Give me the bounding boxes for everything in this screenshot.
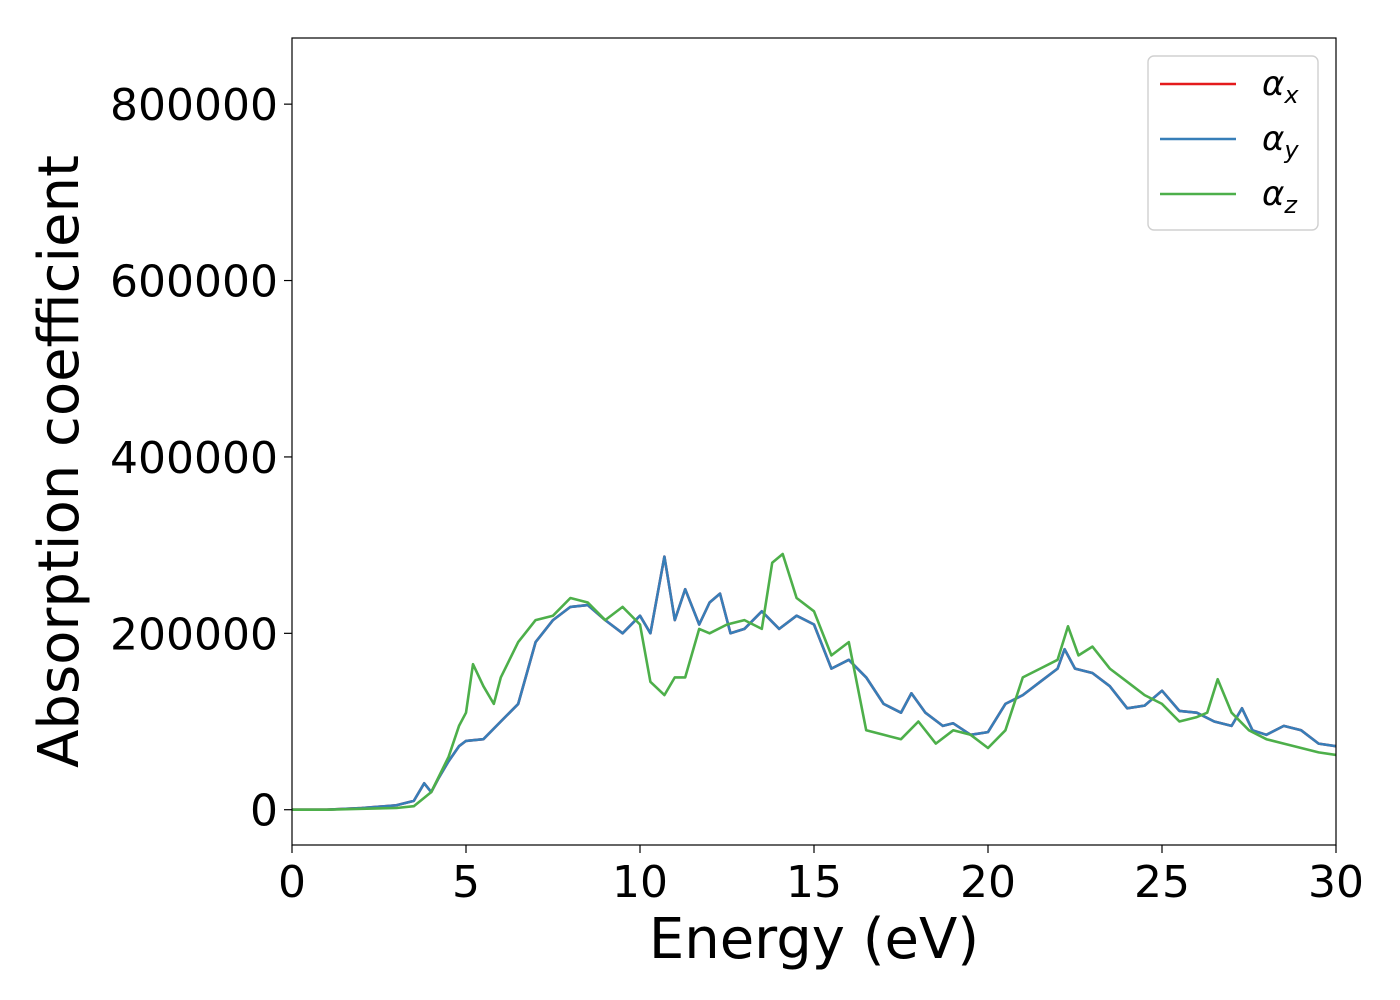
legend-label-z: αz xyxy=(1262,174,1298,219)
series-layer xyxy=(292,552,1336,811)
x-tick-label: 20 xyxy=(960,857,1016,908)
y-tick-label: 400000 xyxy=(110,433,278,484)
x-tick-label: 10 xyxy=(612,857,668,908)
x-tick-label: 5 xyxy=(452,857,480,908)
legend: αx αy αz xyxy=(1147,55,1319,231)
y-tick-label: 200000 xyxy=(110,609,278,660)
x-tick-label: 15 xyxy=(786,857,842,908)
y-axis-label: Absorption coefficient xyxy=(27,155,92,768)
series-line-x xyxy=(292,555,1336,811)
y-tick-label: 800000 xyxy=(110,80,278,131)
legend-label-x: αx xyxy=(1262,64,1299,109)
y-tick-label: 0 xyxy=(250,786,278,837)
series-line-z xyxy=(292,552,1336,811)
x-tick-label: 0 xyxy=(278,857,306,908)
x-axis-ticks: 0 5 10 15 20 25 30 xyxy=(278,845,1364,908)
x-tick-label: 30 xyxy=(1308,857,1364,908)
series-line-y xyxy=(292,555,1336,811)
legend-box xyxy=(1147,55,1319,231)
y-tick-label: 600000 xyxy=(110,257,278,308)
legend-label-y: αy xyxy=(1262,119,1299,164)
x-axis-label: Energy (eV) xyxy=(649,907,979,972)
y-axis-ticks: 0 200000 400000 600000 800000 xyxy=(110,80,292,837)
x-tick-label: 25 xyxy=(1134,857,1190,908)
